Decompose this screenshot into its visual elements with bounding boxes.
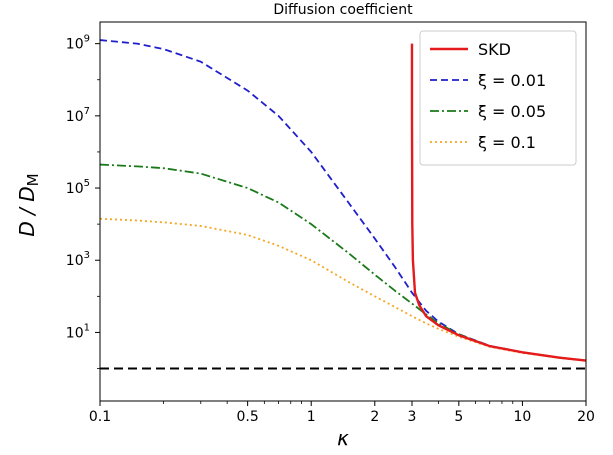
y-tick-label: 105: [66, 178, 90, 197]
x-tick-label: 1: [307, 409, 316, 425]
y-axis-ticks: 101 103 105 107 109: [66, 34, 100, 369]
x-tick-label: 3: [408, 409, 417, 425]
x-tick-label: 5: [454, 409, 463, 425]
series-line: [410, 43, 587, 362]
y-tick-label: 109: [66, 34, 90, 53]
x-tick-label: 2: [370, 409, 379, 425]
y-axis-label-main: D / D: [15, 186, 39, 236]
y-axis-label: D / DM: [15, 173, 42, 236]
legend-label: SKD: [478, 40, 511, 59]
y-tick-label: 107: [66, 106, 90, 125]
x-tick-label: 20: [577, 409, 595, 425]
y-tick-label: 103: [66, 250, 90, 269]
legend: SKD ξ = 0.01 ξ = 0.05 ξ = 0.1: [419, 30, 577, 166]
x-axis-label: κ: [337, 426, 349, 450]
x-tick-label: 0.5: [236, 409, 258, 425]
chart-title: Diffusion coefficient: [273, 2, 413, 18]
x-tick-label: 0.1: [89, 409, 111, 425]
legend-box: [419, 30, 577, 166]
x-tick-label: 10: [514, 409, 532, 425]
legend-label: ξ = 0.01: [478, 71, 546, 90]
y-axis-label-subscript: M: [24, 173, 42, 186]
legend-label: ξ = 0.05: [478, 102, 546, 121]
plot-area: [99, 39, 587, 370]
plot-frame: [99, 21, 587, 402]
y-tick-label: 101: [66, 322, 90, 341]
legend-label: ξ = 0.1: [478, 133, 536, 152]
